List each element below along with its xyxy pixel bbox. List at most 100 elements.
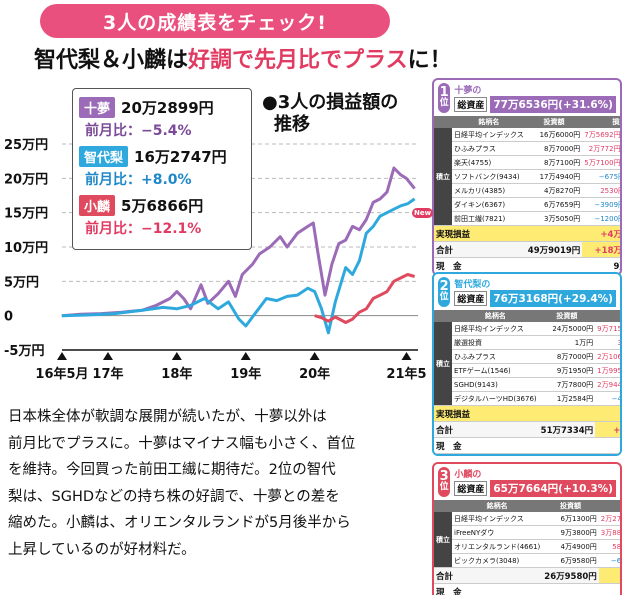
table-row: ダイキン(6367)6万7659円−3909円(−5.8%) bbox=[434, 197, 620, 212]
stock-pl: −416円(−3.3%) bbox=[595, 391, 620, 406]
card-header: 3 位小麟の 総資産 65万7664円(+10.3%) bbox=[434, 464, 620, 500]
series-line bbox=[61, 166, 416, 318]
legend-item: 小麟 5万6866円 bbox=[79, 195, 245, 216]
chart-title-line2: 推移 bbox=[274, 114, 310, 135]
stock-name: ビックカメラ(3048) bbox=[452, 553, 543, 568]
legend-amount: 5万6866円 bbox=[121, 197, 204, 215]
table-header: 投資額 bbox=[538, 310, 596, 322]
y-tick-label: 5万円 bbox=[4, 275, 39, 290]
stock-invest: 8万7000円 bbox=[538, 349, 596, 364]
stock-pl: 5850円(+13.0%) bbox=[598, 539, 620, 554]
ranking-card: 1位十夢の総資産77万6536円(+31.6%)銘柄名投資額損益積立日経平均イン… bbox=[432, 78, 622, 276]
headline: 智代梨＆小麟は好調で先月比でプラスに！ bbox=[34, 42, 452, 74]
stock-invest: 6万1300円 bbox=[542, 512, 599, 526]
table-header: 銘柄名 bbox=[452, 116, 526, 128]
body-line: 縮めた。小麟は、オリエンタルランドが5月後半から bbox=[8, 515, 351, 531]
stock-pl: 3万8868円(+41.4%) bbox=[598, 525, 620, 540]
headline-part1: 智代梨＆小麟は bbox=[34, 48, 189, 73]
series-line bbox=[314, 273, 416, 324]
stock-name: SGHD(9143) bbox=[452, 377, 539, 392]
table-row: メルカリ(4385)4万8270円2530円(+5.2%) bbox=[434, 183, 620, 198]
total-assets: 総資産 76万3168円(+29.4%) bbox=[454, 290, 616, 307]
table-header: 損益 bbox=[598, 500, 620, 512]
stock-pl: 2万2717円(+37.1%) bbox=[598, 512, 620, 526]
stock-name: ソフトバンク(9434) bbox=[452, 169, 526, 184]
holdings-table: 銘柄名投資額損益積立日経平均インデックス24万5000円9万7158円(+39.… bbox=[434, 310, 620, 454]
stock-name: iFreeNYダウ bbox=[452, 525, 543, 540]
stock-invest: 7万7800円 bbox=[538, 377, 596, 392]
stock-pl: 9万7158円(+39.6%) bbox=[595, 322, 620, 336]
stock-invest: 1万2584円 bbox=[538, 391, 596, 406]
side-label: 積立 bbox=[434, 128, 452, 226]
table-header: 損益 bbox=[595, 310, 620, 322]
realized-row: 実現損益+2811円 bbox=[434, 405, 620, 422]
card-owner: 十夢の bbox=[454, 86, 482, 96]
stock-name: 厳選投資 bbox=[452, 335, 539, 350]
stock-invest: 9万3800円 bbox=[542, 525, 599, 540]
new-badge: New bbox=[412, 208, 434, 218]
x-tick-label: 16年5月 bbox=[35, 366, 88, 382]
table-row: 積立日経平均インデックス6万1300円2万2717円(+37.1%) bbox=[434, 512, 620, 568]
legend-item: 智代梨 16万2747円 bbox=[79, 146, 245, 167]
body-line: 日本株全体が軟調な展開が続いたが、十夢以外は bbox=[8, 409, 327, 425]
chart-title: ●3人の損益額の 推移 bbox=[262, 92, 398, 136]
table-row: デジタルハーツHD(3676)1万2584円−416円(−3.3%) bbox=[434, 391, 620, 406]
table-row: iFreeNYダウ9万3800円3万8868円(+41.4%) bbox=[434, 525, 620, 540]
stock-invest: 8万7000円 bbox=[525, 141, 583, 156]
stock-invest: 16万6000円 bbox=[525, 128, 583, 142]
cash-row: 現 金7万2666円 bbox=[434, 437, 620, 454]
stock-name: デジタルハーツHD(3676) bbox=[452, 391, 539, 406]
body-text: 日本株全体が軟調な展開が続いたが、十夢以外は前月比でプラスに。十夢はマイナス幅も… bbox=[8, 404, 423, 563]
legend-name: 十夢 bbox=[79, 97, 116, 118]
stock-name: ダイキン(6367) bbox=[452, 197, 526, 212]
holdings-table: 銘柄名投資額損益積立日経平均インデックス6万1300円2万2717円(+37.1… bbox=[434, 500, 620, 595]
stock-invest: 3万5050円 bbox=[525, 211, 583, 226]
table-row: 厳選投資1万円349円(+3.5%) bbox=[434, 335, 620, 350]
stock-name: ひふみプラス bbox=[452, 141, 526, 156]
x-tick-mark bbox=[57, 352, 67, 360]
legend-amount: 16万2747円 bbox=[134, 148, 227, 166]
table-row: 前田工繊(7821)3万5050円−1200円(−3.4%) bbox=[434, 211, 620, 226]
holdings-table: 銘柄名投資額損益積立日経平均インデックス16万6000円7万5692円(+45.… bbox=[434, 116, 620, 274]
ranking-card: 3位小麟の総資産65万7664円(+10.3%)銘柄名投資額損益積立日経平均イン… bbox=[432, 462, 622, 595]
table-header: 銘柄名 bbox=[452, 500, 543, 512]
stock-name: メルカリ(4385) bbox=[452, 183, 526, 198]
cash-row: 現 金32万420円 bbox=[434, 583, 620, 595]
table-row: ビックカメラ(3048)6万9580円−6780円(−9.7%) bbox=[434, 553, 620, 568]
table-row: ひふみプラス8万7000円2万1065円(+24.2%) bbox=[434, 349, 620, 364]
table-row: ETFゲーム(1546)9万1950円1万9950円(+21.7%) bbox=[434, 363, 620, 378]
x-tick-label: 19年 bbox=[230, 366, 261, 382]
stock-pl: 2530円(+5.2%) bbox=[582, 183, 620, 198]
y-tick-label: 15万円 bbox=[4, 207, 48, 222]
stock-pl: −675円(−4.5%) bbox=[582, 169, 620, 184]
card-owner: 小麟の bbox=[454, 470, 482, 480]
stock-invest: 24万5000円 bbox=[538, 322, 596, 336]
stock-invest: 9万1950円 bbox=[538, 363, 596, 378]
legend-box: 十夢 20万2899円 前月比：−5.4% 智代梨 16万2747円 前月比：+8.0% 小… bbox=[72, 88, 252, 250]
table-row: SGHD(9143)7万7800円2万9440円(+41.6%) bbox=[434, 377, 620, 392]
stock-invest: 4万4900円 bbox=[542, 539, 599, 554]
stock-name: 日経平均インデックス bbox=[452, 128, 526, 142]
x-tick-label: 20年 bbox=[299, 366, 330, 382]
stock-pl: −1200円(−3.4%) bbox=[582, 211, 620, 226]
legend-name: 智代梨 bbox=[79, 146, 129, 167]
stock-name: 楽天(4755) bbox=[452, 155, 526, 170]
y-tick-label: 25万円 bbox=[4, 138, 48, 153]
table-row: 積立日経平均インデックス24万5000円9万7158円(+39.6%) bbox=[434, 322, 620, 406]
chart-title-line1: ●3人の損益額の bbox=[262, 92, 399, 113]
body-line: 梨は、SGHDなどの持ち株の好調で、十夢との差を bbox=[8, 488, 340, 505]
headline-part3: に！ bbox=[407, 48, 452, 73]
x-tick-mark bbox=[240, 352, 251, 360]
stock-pl: 1万9950円(+21.7%) bbox=[595, 363, 620, 378]
table-header: 損益 bbox=[582, 116, 620, 128]
body-line: 前月比でプラスに。十夢はマイナス幅も小さく、首位 bbox=[8, 435, 356, 452]
legend-change: 前月比：−12.1% bbox=[85, 221, 202, 237]
y-tick-label: 10万円 bbox=[4, 241, 48, 256]
stock-invest: 4万8270円 bbox=[525, 183, 583, 198]
body-line: を維持。今回買った前田工繊に期待だ。2位の智代 bbox=[8, 462, 336, 478]
stock-name: 日経平均インデックス bbox=[452, 322, 539, 336]
legend-amount: 20万2899円 bbox=[121, 99, 214, 117]
